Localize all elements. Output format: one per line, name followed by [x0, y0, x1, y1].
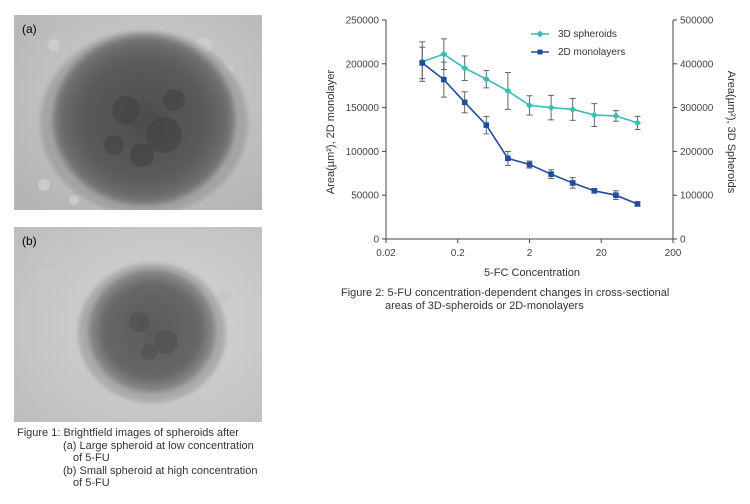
data-point-3d-spheroids: [440, 50, 448, 58]
data-point-3d-spheroids: [612, 112, 620, 120]
y-right-tick-label: 500000: [680, 16, 714, 27]
area-vs-concentration-chart: 0500001000001500002000002500000100000200…: [325, 16, 737, 279]
y-axis-right-label: Area(µm²), 3D Spheroids: [725, 71, 737, 194]
panel-a-label: (a): [22, 22, 37, 36]
x-tick-label: 20: [596, 248, 608, 259]
data-point-2d-monolayers: [483, 122, 490, 128]
data-point-3d-spheroids: [461, 64, 469, 72]
y-left-tick-label: 200000: [346, 59, 380, 70]
y-right-tick-label: 200000: [680, 147, 714, 158]
y-left-tick-label: 0: [373, 235, 379, 246]
data-point-3d-spheroids: [482, 75, 490, 83]
data-point-3d-spheroids: [590, 111, 598, 119]
data-point-2d-monolayers: [505, 155, 511, 162]
x-tick-label: 2: [527, 248, 533, 259]
figure1-caption-line: of 5-FU: [73, 452, 110, 464]
data-point-2d-monolayers: [569, 180, 576, 186]
data-point-2d-monolayers: [461, 99, 468, 106]
data-point-3d-spheroids: [569, 105, 577, 113]
micrograph-small-spheroid: (b): [14, 227, 262, 422]
legend-2d-marker: [537, 49, 543, 55]
legend-3d-label: 3D spheroids: [558, 29, 617, 40]
y-right-tick-label: 0: [680, 235, 686, 246]
figure2-caption: Figure 2: 5-FU concentration-dependent c…: [341, 287, 721, 312]
data-point-3d-spheroids: [547, 104, 555, 112]
series-2d-monolayers-line: [421, 62, 638, 205]
figure2-caption-line: areas of 3D-spheroids or 2D-monolayers: [385, 299, 584, 312]
data-point-2d-monolayers: [591, 188, 598, 194]
chart-legend: 3D spheroids 2D monolayers: [531, 29, 625, 58]
figure1-caption-line: of 5-FU: [73, 477, 110, 489]
figure1-caption-line: Figure 1: Brightfield images of spheroid…: [17, 427, 239, 439]
micrograph-large-spheroid: (a): [14, 15, 262, 210]
y-axis-left-label: Area(µm²), 2D monolayer: [325, 70, 337, 195]
y-left-tick-label: 150000: [346, 103, 380, 114]
data-point-2d-monolayers: [441, 76, 447, 83]
panel-b-label: (b): [22, 234, 37, 248]
small-spheroid-image: (b): [14, 227, 262, 422]
y-right-tick-label: 100000: [680, 191, 714, 202]
data-point-2d-monolayers: [613, 192, 619, 198]
chart-marks: [418, 38, 641, 207]
y-left-tick-label: 250000: [346, 16, 380, 27]
figure1-caption-line: (a) Large spheroid at low concentration: [63, 439, 254, 452]
y-right-tick-label: 300000: [680, 103, 714, 114]
y-left-tick-label: 100000: [346, 147, 380, 158]
x-axis-label: 5-FC Concentration: [484, 267, 580, 278]
x-tick-label: 0.02: [376, 248, 396, 259]
large-spheroid-image: (a): [14, 15, 262, 210]
data-point-2d-monolayers: [526, 161, 533, 168]
data-point-2d-monolayers: [419, 60, 426, 66]
figure1-caption: Figure 1: Brightfield images of spheroid…: [17, 427, 267, 490]
x-tick-label: 200: [665, 248, 682, 259]
figure1-caption-line: (b) Small spheroid at high concentration: [63, 464, 258, 477]
chart-axes: 0500001000001500002000002500000100000200…: [346, 16, 714, 260]
y-left-tick-label: 50000: [351, 191, 379, 202]
data-point-3d-spheroids: [526, 101, 533, 109]
data-point-2d-monolayers: [634, 201, 641, 207]
data-point-2d-monolayers: [548, 171, 554, 177]
x-tick-label: 0.2: [451, 248, 465, 259]
legend-3d-marker: [536, 30, 544, 38]
legend-2d-label: 2D monolayers: [558, 47, 625, 58]
figure2-caption-line: Figure 2: 5-FU concentration-dependent c…: [341, 287, 670, 299]
data-point-3d-spheroids: [504, 87, 512, 95]
y-right-tick-label: 400000: [680, 59, 714, 70]
data-point-3d-spheroids: [633, 119, 641, 127]
